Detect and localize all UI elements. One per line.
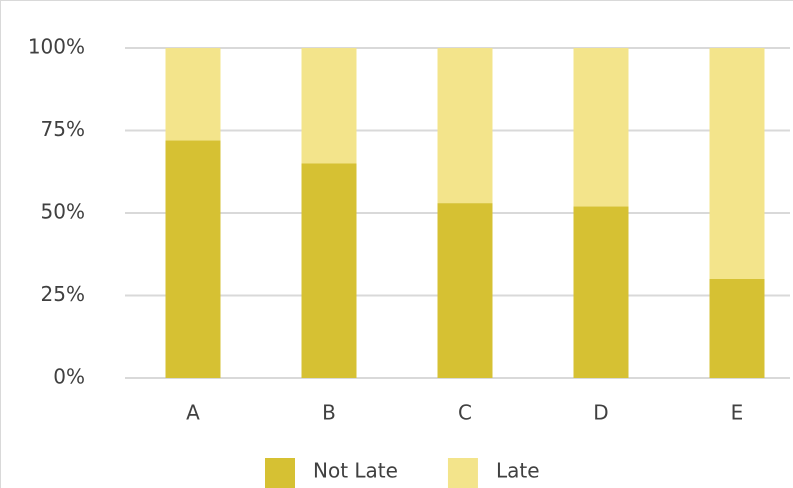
y-tick-label: 25% (41, 282, 85, 306)
bar-segment (301, 48, 357, 164)
legend-label: Late (496, 459, 540, 483)
bar-segment (165, 48, 221, 141)
y-tick-label: 75% (41, 117, 85, 141)
bar-segment (437, 48, 493, 204)
x-tick-label: C (458, 401, 472, 425)
bar-segment (709, 279, 765, 378)
y-tick-label: 100% (28, 35, 85, 59)
x-tick-label: E (731, 401, 744, 425)
x-tick-label: D (593, 401, 608, 425)
legend-label: Not Late (313, 459, 398, 483)
bar-segment (573, 206, 629, 378)
bar-segment (709, 48, 765, 279)
bar-segment (301, 163, 357, 378)
bar-segment (165, 140, 221, 378)
legend-swatch (265, 458, 295, 488)
x-tick-label: A (186, 401, 200, 425)
y-tick-label: 0% (53, 365, 85, 389)
bar-segment (437, 203, 493, 378)
legend-swatch (447, 458, 478, 488)
x-tick-label: B (322, 401, 336, 425)
y-tick-label: 50% (41, 200, 85, 224)
bar-segment (573, 48, 629, 207)
